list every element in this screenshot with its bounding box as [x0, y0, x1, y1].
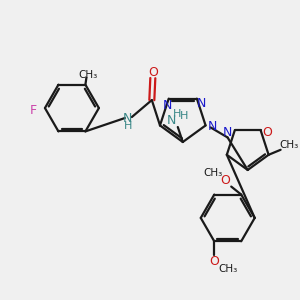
Text: O: O — [209, 255, 219, 268]
Text: N: N — [167, 113, 176, 127]
Text: N: N — [123, 112, 133, 124]
Text: O: O — [263, 126, 273, 139]
Text: CH₃: CH₃ — [204, 168, 223, 178]
Text: O: O — [148, 66, 158, 79]
Text: CH₃: CH₃ — [279, 140, 298, 150]
Text: H: H — [180, 111, 188, 121]
Text: CH₃: CH₃ — [79, 70, 98, 80]
Text: N: N — [223, 126, 232, 139]
Text: N: N — [163, 99, 172, 112]
Text: H: H — [172, 109, 181, 119]
Text: N: N — [208, 120, 217, 133]
Text: F: F — [29, 103, 37, 116]
Text: O: O — [220, 174, 230, 187]
Text: H: H — [124, 121, 132, 131]
Text: CH₃: CH₃ — [219, 264, 238, 274]
Text: N: N — [197, 97, 207, 110]
